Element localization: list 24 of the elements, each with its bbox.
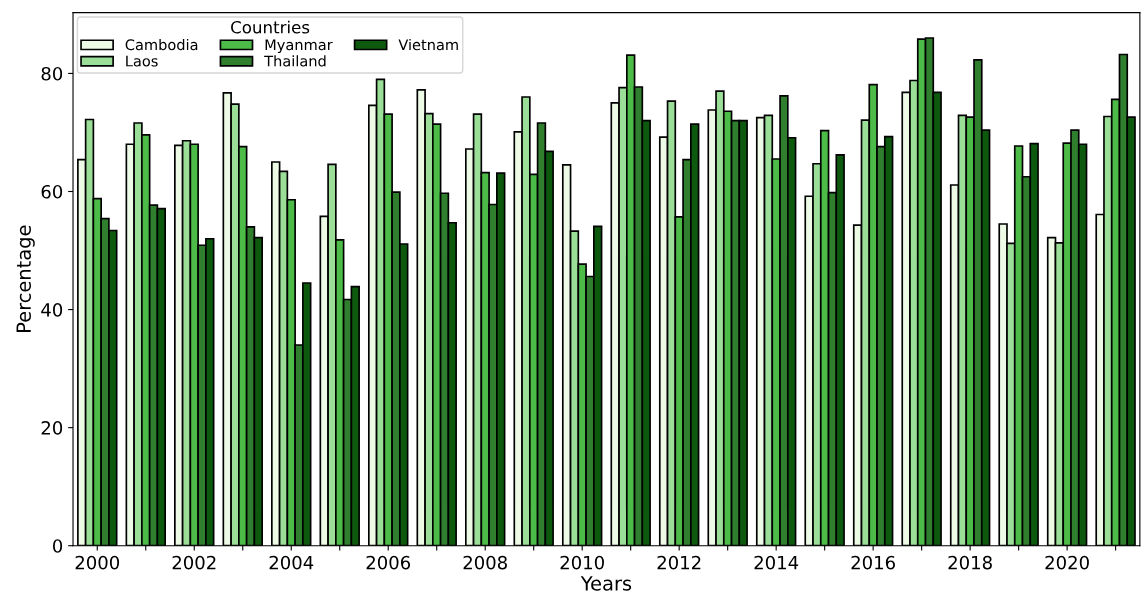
y-tick-label: 40 [41,303,63,317]
legend-title: Countries [231,20,310,34]
y-tick-label: 20 [41,421,63,435]
legend-label: Thailand [264,55,326,67]
x-tick-label: 2000 [75,555,120,570]
legend-label: Cambodia [125,38,198,51]
legend-label: Laos [126,55,158,67]
x-axis-title: Years [580,576,632,591]
y-tick-label: 80 [41,66,63,81]
y-axis-title: Percentage [16,225,35,332]
x-tick-label: 2018 [948,555,992,570]
x-tick-label: 2014 [754,555,799,570]
x-tick-label: 2002 [172,555,216,570]
x-tick-label: 2010 [560,555,604,570]
x-tick-label: 2016 [851,555,895,570]
x-tick-label: 2006 [366,555,411,570]
x-tick-label: 2020 [1045,555,1089,570]
x-tick-label: 2012 [657,555,701,570]
x-tick-label: 2008 [463,555,507,570]
legend-label: Myanmar [265,39,333,54]
x-tick-label: 2004 [269,555,314,570]
y-tick-label: 60 [41,184,63,199]
legend-label: Vietnam [398,38,458,51]
y-tick-label: 0 [53,539,63,553]
